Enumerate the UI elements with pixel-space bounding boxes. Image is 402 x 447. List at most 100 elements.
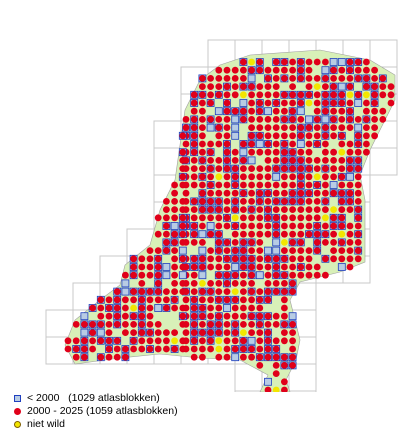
record-dot	[297, 189, 305, 197]
record-dot	[171, 288, 179, 295]
record-dot	[171, 189, 179, 197]
record-dot	[330, 66, 337, 74]
record-dot	[240, 337, 247, 345]
record-dot	[240, 58, 247, 66]
record-dot	[346, 66, 354, 74]
record-dot	[272, 165, 280, 173]
record-dot	[215, 91, 223, 99]
record-dot	[256, 263, 264, 271]
atlas-block	[198, 271, 207, 280]
atlas-block	[231, 123, 240, 132]
record-dot	[138, 345, 146, 353]
record-dot	[215, 181, 223, 189]
record-dot	[207, 83, 215, 90]
record-dot	[199, 337, 206, 345]
record-dot	[113, 304, 121, 312]
record-dot	[305, 58, 313, 66]
record-dot	[354, 148, 362, 156]
record-dot	[215, 280, 223, 287]
record-dot	[338, 99, 346, 107]
record-dot	[264, 337, 272, 345]
record-dot	[223, 198, 231, 205]
record-dot	[289, 91, 296, 99]
atlas-block	[321, 66, 330, 75]
record-dot	[322, 198, 329, 205]
record-dot	[163, 206, 170, 214]
record-dot	[248, 255, 256, 263]
record-dot	[297, 99, 305, 107]
record-dot	[190, 116, 198, 123]
atlas-block	[162, 271, 171, 280]
record-dot	[130, 304, 138, 312]
record-dot	[256, 312, 264, 320]
record-dot	[313, 58, 321, 66]
record-dot	[248, 214, 256, 222]
record-dot	[313, 75, 321, 82]
record-dot	[264, 99, 272, 107]
record-dot	[371, 99, 378, 107]
record-dot	[130, 271, 138, 279]
record-dot	[264, 83, 272, 90]
record-dot	[215, 255, 223, 263]
record-dot	[207, 247, 215, 255]
record-dot	[248, 296, 256, 304]
record-dot	[190, 288, 198, 295]
record-dot	[281, 91, 288, 99]
atlas-block	[264, 246, 272, 255]
record-dot	[330, 230, 337, 238]
record-dot	[330, 239, 337, 246]
record-dot	[223, 247, 231, 255]
record-dot	[313, 230, 321, 238]
record-dot	[199, 91, 206, 99]
record-dot	[163, 304, 170, 312]
record-dot	[289, 124, 296, 131]
record-dot	[231, 271, 239, 279]
atlas-block	[162, 263, 171, 271]
record-dot	[322, 173, 329, 181]
record-dot	[105, 304, 113, 312]
record-dot	[338, 157, 346, 164]
record-dot	[240, 66, 247, 74]
record-dot	[297, 148, 305, 156]
record-dot	[248, 206, 256, 214]
atlas-block	[264, 107, 272, 116]
record-dot	[272, 271, 280, 279]
atlas-block	[255, 271, 264, 280]
record-dot	[171, 271, 179, 279]
record-dot	[179, 165, 187, 173]
record-dot	[64, 337, 72, 345]
atlas-block	[354, 123, 363, 132]
record-dot	[346, 255, 354, 263]
record-dot	[207, 198, 215, 205]
atlas-block	[96, 328, 105, 337]
record-dot	[363, 58, 370, 66]
record-dot	[354, 206, 362, 214]
record-dot	[223, 353, 231, 361]
record-dot	[256, 304, 264, 312]
record-dot	[138, 271, 146, 279]
record-dot	[313, 222, 321, 230]
record-dot	[289, 83, 296, 90]
record-dot	[256, 321, 264, 328]
record-dot	[281, 99, 288, 107]
record-dot	[207, 116, 215, 123]
record-dot	[354, 91, 362, 99]
record-dot	[171, 329, 179, 336]
record-dot	[289, 263, 296, 271]
record-dot	[146, 312, 154, 320]
record-dot	[330, 124, 337, 131]
record-dot	[105, 337, 113, 345]
record-dot	[240, 206, 247, 214]
record-dot	[346, 165, 354, 173]
record-dot	[190, 99, 198, 107]
record-dot	[179, 230, 187, 238]
record-dot	[338, 214, 346, 222]
record-dot	[207, 157, 215, 164]
record-dot	[289, 132, 296, 140]
record-dot	[179, 288, 187, 295]
record-dot	[171, 304, 179, 312]
record-dot	[297, 239, 305, 246]
record-dot	[272, 58, 280, 66]
record-dot	[81, 337, 88, 345]
record-dot	[231, 230, 239, 238]
